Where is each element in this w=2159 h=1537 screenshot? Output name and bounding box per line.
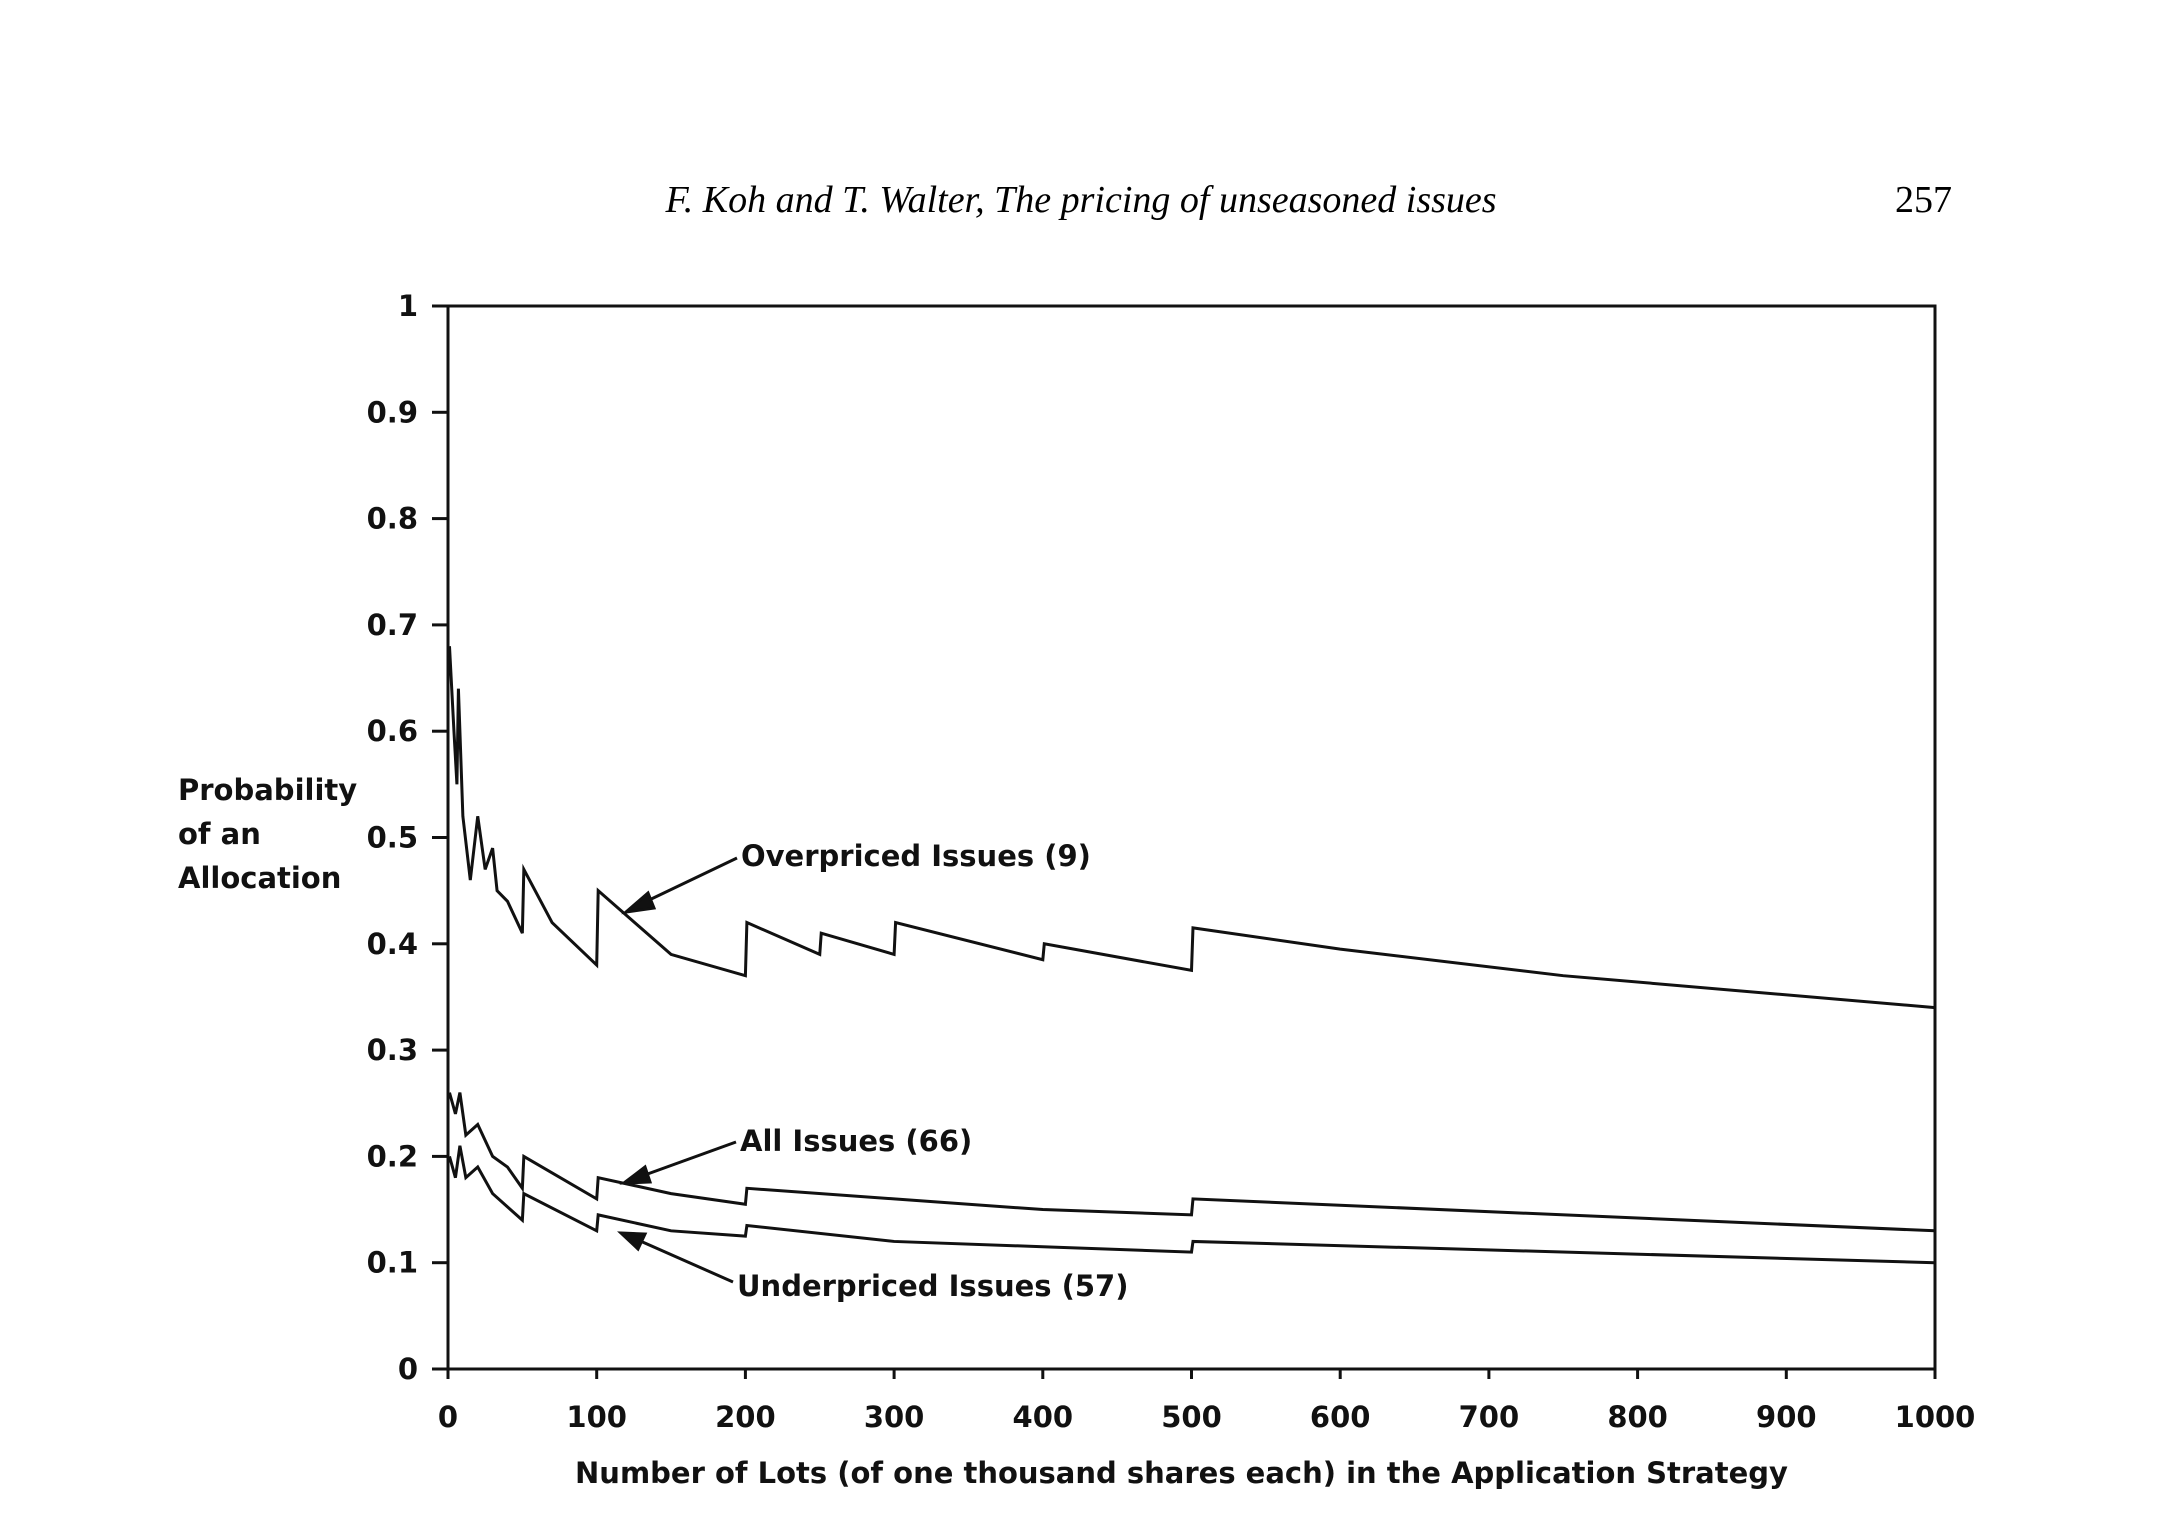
series-line xyxy=(448,1092,1936,1233)
series-annotation: Overpriced Issues (9) xyxy=(741,839,1091,873)
x-tick-label: 1000 xyxy=(1895,1400,1976,1434)
series-line xyxy=(448,1145,1936,1265)
x-tick-label: 600 xyxy=(1310,1400,1371,1434)
y-tick-label: 0.5 xyxy=(367,821,418,855)
y-axis-label: of an xyxy=(178,817,261,851)
arrow xyxy=(637,1238,734,1284)
y-tick-label: 1 xyxy=(398,289,418,323)
y-tick-label: 0.8 xyxy=(367,502,418,536)
series-annotation: All Issues (66) xyxy=(740,1124,972,1158)
arrow-head xyxy=(619,1164,653,1185)
x-tick-label: 900 xyxy=(1756,1400,1817,1434)
x-tick-label: 800 xyxy=(1607,1400,1668,1434)
annotation-arrows xyxy=(617,856,738,1284)
arrow xyxy=(644,856,738,904)
x-axis-label: Number of Lots (of one thousand shares e… xyxy=(575,1456,1788,1490)
series-line xyxy=(447,646,1936,1010)
y-tick-label: 0.3 xyxy=(367,1033,418,1067)
x-tick-label: 500 xyxy=(1161,1400,1222,1434)
x-tick-label: 300 xyxy=(864,1400,925,1434)
page-number: 257 xyxy=(1895,179,1952,221)
y-tick-label: 0.7 xyxy=(367,608,418,642)
arrow-head xyxy=(621,890,657,915)
x-tick-label: 400 xyxy=(1013,1400,1074,1434)
y-tick-label: 0.9 xyxy=(367,395,418,429)
arrow-head xyxy=(617,1231,648,1252)
arrow xyxy=(641,1140,737,1178)
y-tick-label: 0.6 xyxy=(367,714,418,748)
y-tick-label: 0.1 xyxy=(367,1246,418,1280)
x-tick-label: 200 xyxy=(715,1400,776,1434)
y-tick-label: 0.2 xyxy=(367,1139,418,1173)
y-tick-label: 0 xyxy=(398,1352,418,1386)
series-annotation: Underpriced Issues (57) xyxy=(737,1269,1129,1303)
y-axis-label: Allocation xyxy=(178,861,341,895)
x-tick-label: 700 xyxy=(1459,1400,1520,1434)
x-tick-label: 100 xyxy=(566,1400,627,1434)
y-axis-label: Probability xyxy=(178,773,357,807)
y-tick-label: 0.4 xyxy=(367,927,418,961)
running-title: F. Koh and T. Walter, The pricing of uns… xyxy=(664,179,1496,221)
x-tick-label: 0 xyxy=(438,1400,458,1434)
